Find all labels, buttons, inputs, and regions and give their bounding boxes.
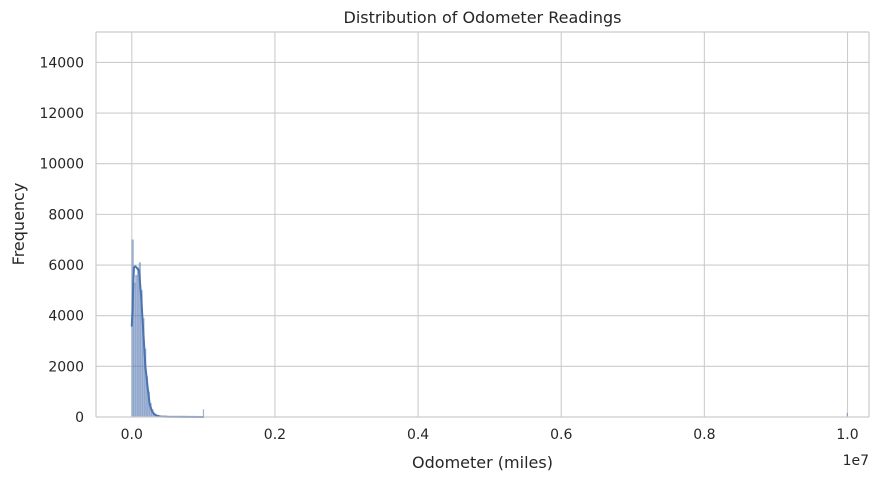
histogram-bar xyxy=(131,239,134,418)
x-tick-label: 1.0 xyxy=(836,427,858,443)
x-tick-label: 0.6 xyxy=(550,427,572,443)
x-axis-offset-label: 1e7 xyxy=(843,453,869,469)
x-axis-label: Odometer (miles) xyxy=(412,453,553,472)
histogram-bar xyxy=(202,409,205,418)
y-tick-labels: 0 2000 4000 6000 8000 10000 12000 14000 xyxy=(39,55,84,426)
y-tick-label: 0 xyxy=(75,410,84,426)
x-tick-label: 0.2 xyxy=(264,427,286,443)
y-tick-label: 8000 xyxy=(48,207,84,223)
x-tick-label: 0.8 xyxy=(693,427,715,443)
chart-title: Distribution of Odometer Readings xyxy=(344,8,622,27)
y-tick-label: 2000 xyxy=(48,359,84,375)
plot-frame xyxy=(95,31,870,418)
histogram-bar xyxy=(133,282,136,418)
histogram-bar xyxy=(135,274,138,418)
y-tick-label: 14000 xyxy=(39,55,84,71)
y-axis-label: Frequency xyxy=(9,183,28,266)
x-tick-label: 0.0 xyxy=(121,427,143,443)
y-tick-label: 6000 xyxy=(48,258,84,274)
y-tick-label: 10000 xyxy=(39,157,84,173)
x-tick-label: 0.4 xyxy=(407,427,429,443)
x-tick-labels: 0.0 0.2 0.4 0.6 0.8 1.0 xyxy=(121,427,859,443)
y-tick-label: 12000 xyxy=(39,106,84,122)
y-tick-label: 4000 xyxy=(48,309,84,325)
histogram-bar xyxy=(136,267,140,418)
